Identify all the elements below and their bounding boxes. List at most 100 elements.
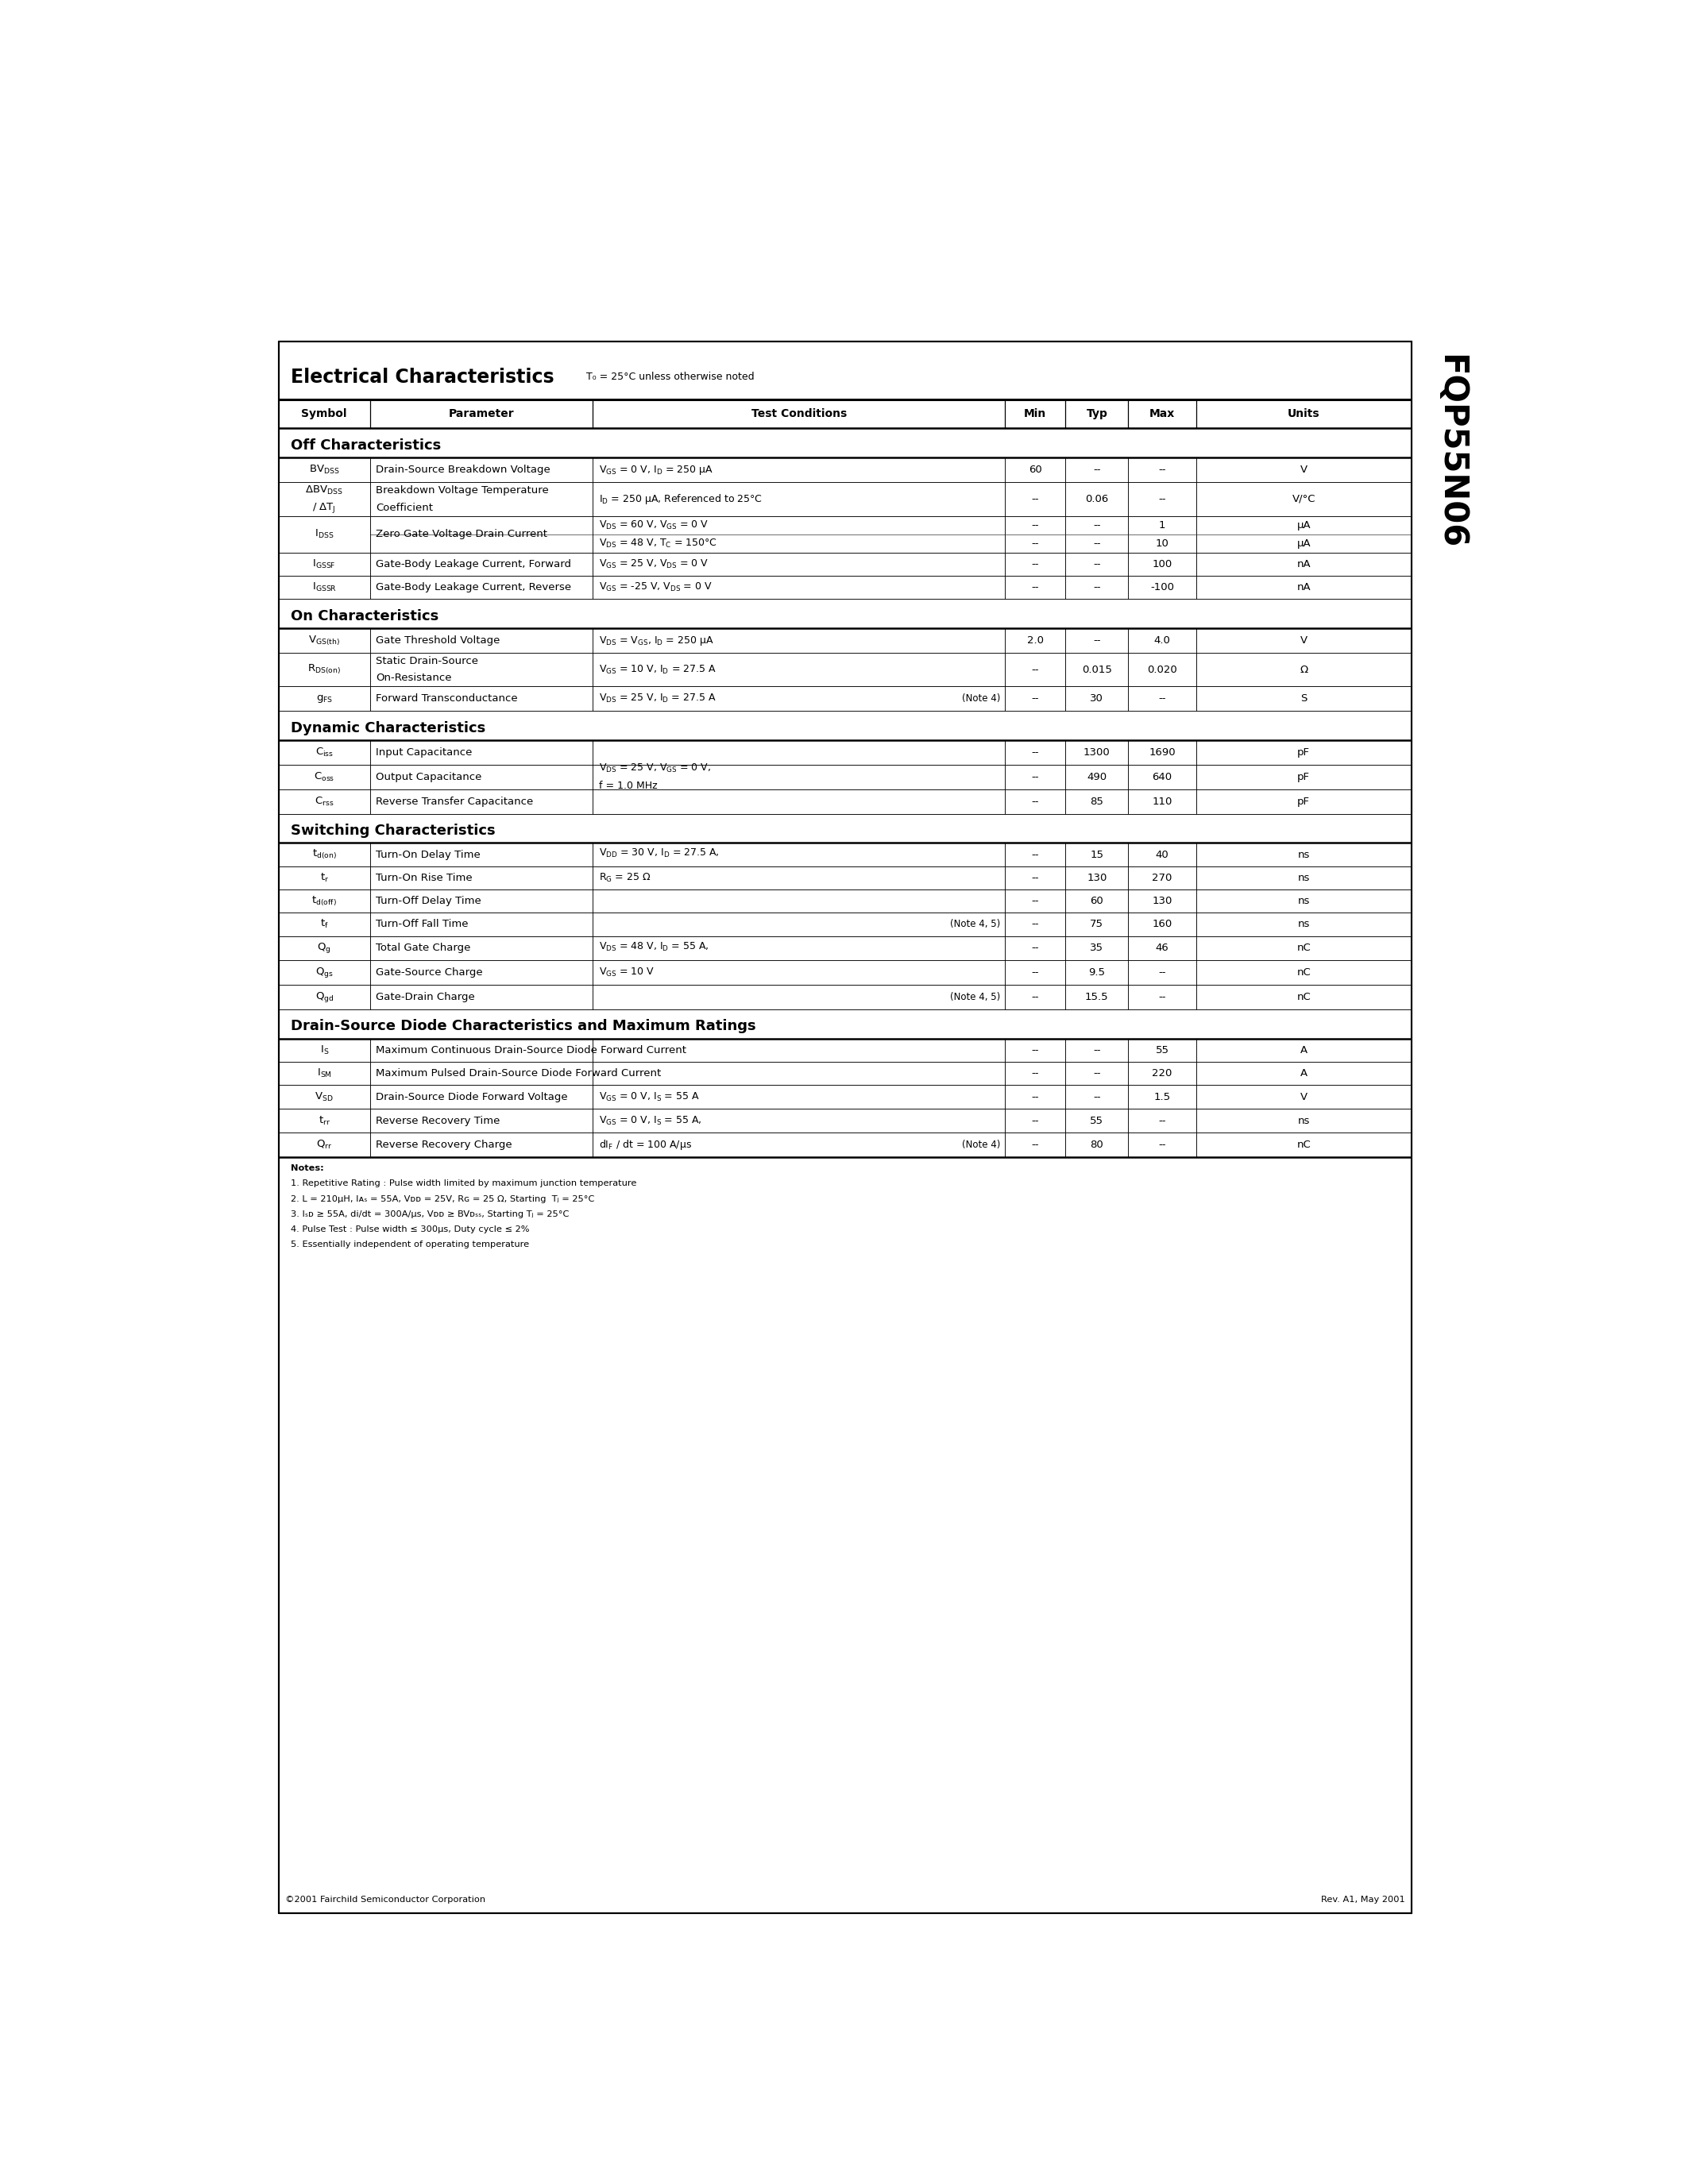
Text: 10: 10	[1155, 537, 1168, 548]
Text: V$_{\mathrm{GS}}$ = 0 V, I$_{\mathrm{S}}$ = 55 A: V$_{\mathrm{GS}}$ = 0 V, I$_{\mathrm{S}}…	[599, 1090, 699, 1103]
Text: / ΔT$_{\mathrm{J}}$: / ΔT$_{\mathrm{J}}$	[312, 500, 336, 515]
Text: 1. Repetitive Rating : Pulse width limited by maximum junction temperature: 1. Repetitive Rating : Pulse width limit…	[290, 1179, 636, 1188]
Text: 3. Iₛᴅ ≥ 55A, di/dt = 300A/μs, Vᴅᴅ ≥ BVᴅₛₛ, Starting Tⱼ = 25°C: 3. Iₛᴅ ≥ 55A, di/dt = 300A/μs, Vᴅᴅ ≥ BVᴅ…	[290, 1210, 569, 1219]
Text: --: --	[1031, 1092, 1040, 1103]
Text: 160: 160	[1153, 919, 1171, 930]
Text: Reverse Recovery Charge: Reverse Recovery Charge	[376, 1140, 513, 1151]
Text: --: --	[1158, 1116, 1166, 1125]
Text: nA: nA	[1296, 583, 1310, 592]
Text: 35: 35	[1090, 943, 1104, 954]
Text: 5. Essentially independent of operating temperature: 5. Essentially independent of operating …	[290, 1241, 530, 1249]
Text: --: --	[1094, 1092, 1101, 1103]
Text: On-Resistance: On-Resistance	[376, 673, 452, 684]
Text: Turn-Off Fall Time: Turn-Off Fall Time	[376, 919, 469, 930]
Text: --: --	[1031, 695, 1040, 703]
Text: Gate-Body Leakage Current, Reverse: Gate-Body Leakage Current, Reverse	[376, 583, 572, 592]
Text: ns: ns	[1298, 895, 1310, 906]
Text: Q$_{\mathrm{gs}}$: Q$_{\mathrm{gs}}$	[316, 965, 333, 978]
Text: --: --	[1031, 968, 1040, 978]
Text: ns: ns	[1298, 1116, 1310, 1125]
Text: Units: Units	[1288, 408, 1320, 419]
Text: V$_{\mathrm{SD}}$: V$_{\mathrm{SD}}$	[316, 1090, 334, 1103]
Text: t$_{\mathrm{rr}}$: t$_{\mathrm{rr}}$	[319, 1114, 331, 1127]
Text: On Characteristics: On Characteristics	[290, 609, 439, 622]
Text: 640: 640	[1153, 771, 1171, 782]
Text: --: --	[1031, 992, 1040, 1002]
Text: 60: 60	[1028, 465, 1041, 476]
Text: V$_{\mathrm{DS}}$ = 48 V, T$_{\mathrm{C}}$ = 150°C: V$_{\mathrm{DS}}$ = 48 V, T$_{\mathrm{C}…	[599, 537, 717, 550]
Text: --: --	[1158, 465, 1166, 476]
Text: pF: pF	[1298, 771, 1310, 782]
Text: --: --	[1094, 636, 1101, 646]
Text: 1.5: 1.5	[1155, 1092, 1170, 1103]
Text: 4.0: 4.0	[1155, 636, 1170, 646]
Text: FQP55N06: FQP55N06	[1433, 354, 1467, 548]
Text: I$_{\mathrm{S}}$: I$_{\mathrm{S}}$	[319, 1044, 329, 1057]
Text: 4. Pulse Test : Pulse width ≤ 300μs, Duty cycle ≤ 2%: 4. Pulse Test : Pulse width ≤ 300μs, Dut…	[290, 1225, 530, 1234]
Text: R$_{\mathrm{G}}$ = 25 Ω: R$_{\mathrm{G}}$ = 25 Ω	[599, 871, 652, 885]
Text: ©2001 Fairchild Semiconductor Corporation: ©2001 Fairchild Semiconductor Corporatio…	[285, 1896, 484, 1904]
Text: --: --	[1031, 583, 1040, 592]
Text: Breakdown Voltage Temperature: Breakdown Voltage Temperature	[376, 485, 549, 496]
Text: V: V	[1300, 465, 1307, 476]
Text: --: --	[1031, 559, 1040, 570]
Text: Maximum Pulsed Drain-Source Diode Forward Current: Maximum Pulsed Drain-Source Diode Forwar…	[376, 1068, 662, 1079]
Text: ns: ns	[1298, 850, 1310, 860]
Text: Typ: Typ	[1085, 408, 1107, 419]
Text: V$_{\mathrm{DS}}$ = 48 V, I$_{\mathrm{D}}$ = 55 A,: V$_{\mathrm{DS}}$ = 48 V, I$_{\mathrm{D}…	[599, 941, 709, 952]
Text: --: --	[1158, 695, 1166, 703]
Text: --: --	[1031, 797, 1040, 806]
Text: --: --	[1031, 895, 1040, 906]
Text: --: --	[1031, 1140, 1040, 1151]
Text: 110: 110	[1151, 797, 1171, 806]
Text: nA: nA	[1296, 559, 1310, 570]
Text: (Note 4, 5): (Note 4, 5)	[950, 992, 1001, 1002]
Text: 46: 46	[1156, 943, 1168, 954]
Text: Maximum Continuous Drain-Source Diode Forward Current: Maximum Continuous Drain-Source Diode Fo…	[376, 1046, 687, 1055]
Text: V$_{\mathrm{GS(th)}}$: V$_{\mathrm{GS(th)}}$	[309, 633, 341, 646]
Text: Off Characteristics: Off Characteristics	[290, 439, 441, 452]
Text: S: S	[1300, 695, 1307, 703]
Text: --: --	[1094, 537, 1101, 548]
Text: nC: nC	[1296, 992, 1312, 1002]
Text: --: --	[1094, 1068, 1101, 1079]
Text: --: --	[1031, 664, 1040, 675]
Text: V/°C: V/°C	[1291, 494, 1315, 505]
Text: C$_{\mathrm{iss}}$: C$_{\mathrm{iss}}$	[316, 747, 334, 758]
Text: Drain-Source Breakdown Voltage: Drain-Source Breakdown Voltage	[376, 465, 550, 476]
Text: Gate-Drain Charge: Gate-Drain Charge	[376, 992, 474, 1002]
Text: Q$_{\mathrm{g}}$: Q$_{\mathrm{g}}$	[317, 941, 331, 954]
Text: 40: 40	[1156, 850, 1168, 860]
Text: --: --	[1031, 874, 1040, 882]
Text: --: --	[1031, 537, 1040, 548]
Text: nC: nC	[1296, 1140, 1312, 1151]
Text: --: --	[1031, 1046, 1040, 1055]
Text: Gate-Body Leakage Current, Forward: Gate-Body Leakage Current, Forward	[376, 559, 572, 570]
Text: V$_{\mathrm{DS}}$ = 25 V, V$_{\mathrm{GS}}$ = 0 V,: V$_{\mathrm{DS}}$ = 25 V, V$_{\mathrm{GS…	[599, 762, 711, 775]
Text: Notes:: Notes:	[290, 1164, 324, 1173]
Text: Turn-On Delay Time: Turn-On Delay Time	[376, 850, 481, 860]
Text: Output Capacitance: Output Capacitance	[376, 771, 483, 782]
Text: V$_{\mathrm{DS}}$ = 60 V, V$_{\mathrm{GS}}$ = 0 V: V$_{\mathrm{DS}}$ = 60 V, V$_{\mathrm{GS…	[599, 520, 709, 531]
Text: Test Conditions: Test Conditions	[751, 408, 847, 419]
Text: nC: nC	[1296, 943, 1312, 954]
Text: Zero Gate Voltage Drain Current: Zero Gate Voltage Drain Current	[376, 529, 547, 539]
Text: 0.015: 0.015	[1082, 664, 1112, 675]
Text: μA: μA	[1296, 537, 1310, 548]
Text: 30: 30	[1090, 695, 1104, 703]
Text: --: --	[1031, 1068, 1040, 1079]
Text: Dynamic Characteristics: Dynamic Characteristics	[290, 721, 486, 736]
Text: Turn-Off Delay Time: Turn-Off Delay Time	[376, 895, 481, 906]
Text: Q$_{\mathrm{rr}}$: Q$_{\mathrm{rr}}$	[316, 1140, 333, 1151]
Text: V$_{\mathrm{GS}}$ = 0 V, I$_{\mathrm{D}}$ = 250 μA: V$_{\mathrm{GS}}$ = 0 V, I$_{\mathrm{D}}…	[599, 463, 712, 476]
Text: g$_{\mathrm{FS}}$: g$_{\mathrm{FS}}$	[316, 692, 333, 703]
Text: C$_{\mathrm{oss}}$: C$_{\mathrm{oss}}$	[314, 771, 334, 784]
Text: I$_{\mathrm{D}}$ = 250 μA, Referenced to 25°C: I$_{\mathrm{D}}$ = 250 μA, Referenced to…	[599, 491, 763, 507]
Text: t$_{\mathrm{d(off)}}$: t$_{\mathrm{d(off)}}$	[312, 895, 338, 909]
Text: I$_{\mathrm{DSS}}$: I$_{\mathrm{DSS}}$	[314, 529, 334, 539]
Text: V$_{\mathrm{DD}}$ = 30 V, I$_{\mathrm{D}}$ = 27.5 A,: V$_{\mathrm{DD}}$ = 30 V, I$_{\mathrm{D}…	[599, 847, 719, 860]
Text: --: --	[1158, 992, 1166, 1002]
Text: V$_{\mathrm{DS}}$ = 25 V, I$_{\mathrm{D}}$ = 27.5 A: V$_{\mathrm{DS}}$ = 25 V, I$_{\mathrm{D}…	[599, 692, 716, 705]
Text: --: --	[1031, 520, 1040, 531]
Text: V$_{\mathrm{DS}}$ = V$_{\mathrm{GS}}$, I$_{\mathrm{D}}$ = 250 μA: V$_{\mathrm{DS}}$ = V$_{\mathrm{GS}}$, I…	[599, 633, 714, 646]
